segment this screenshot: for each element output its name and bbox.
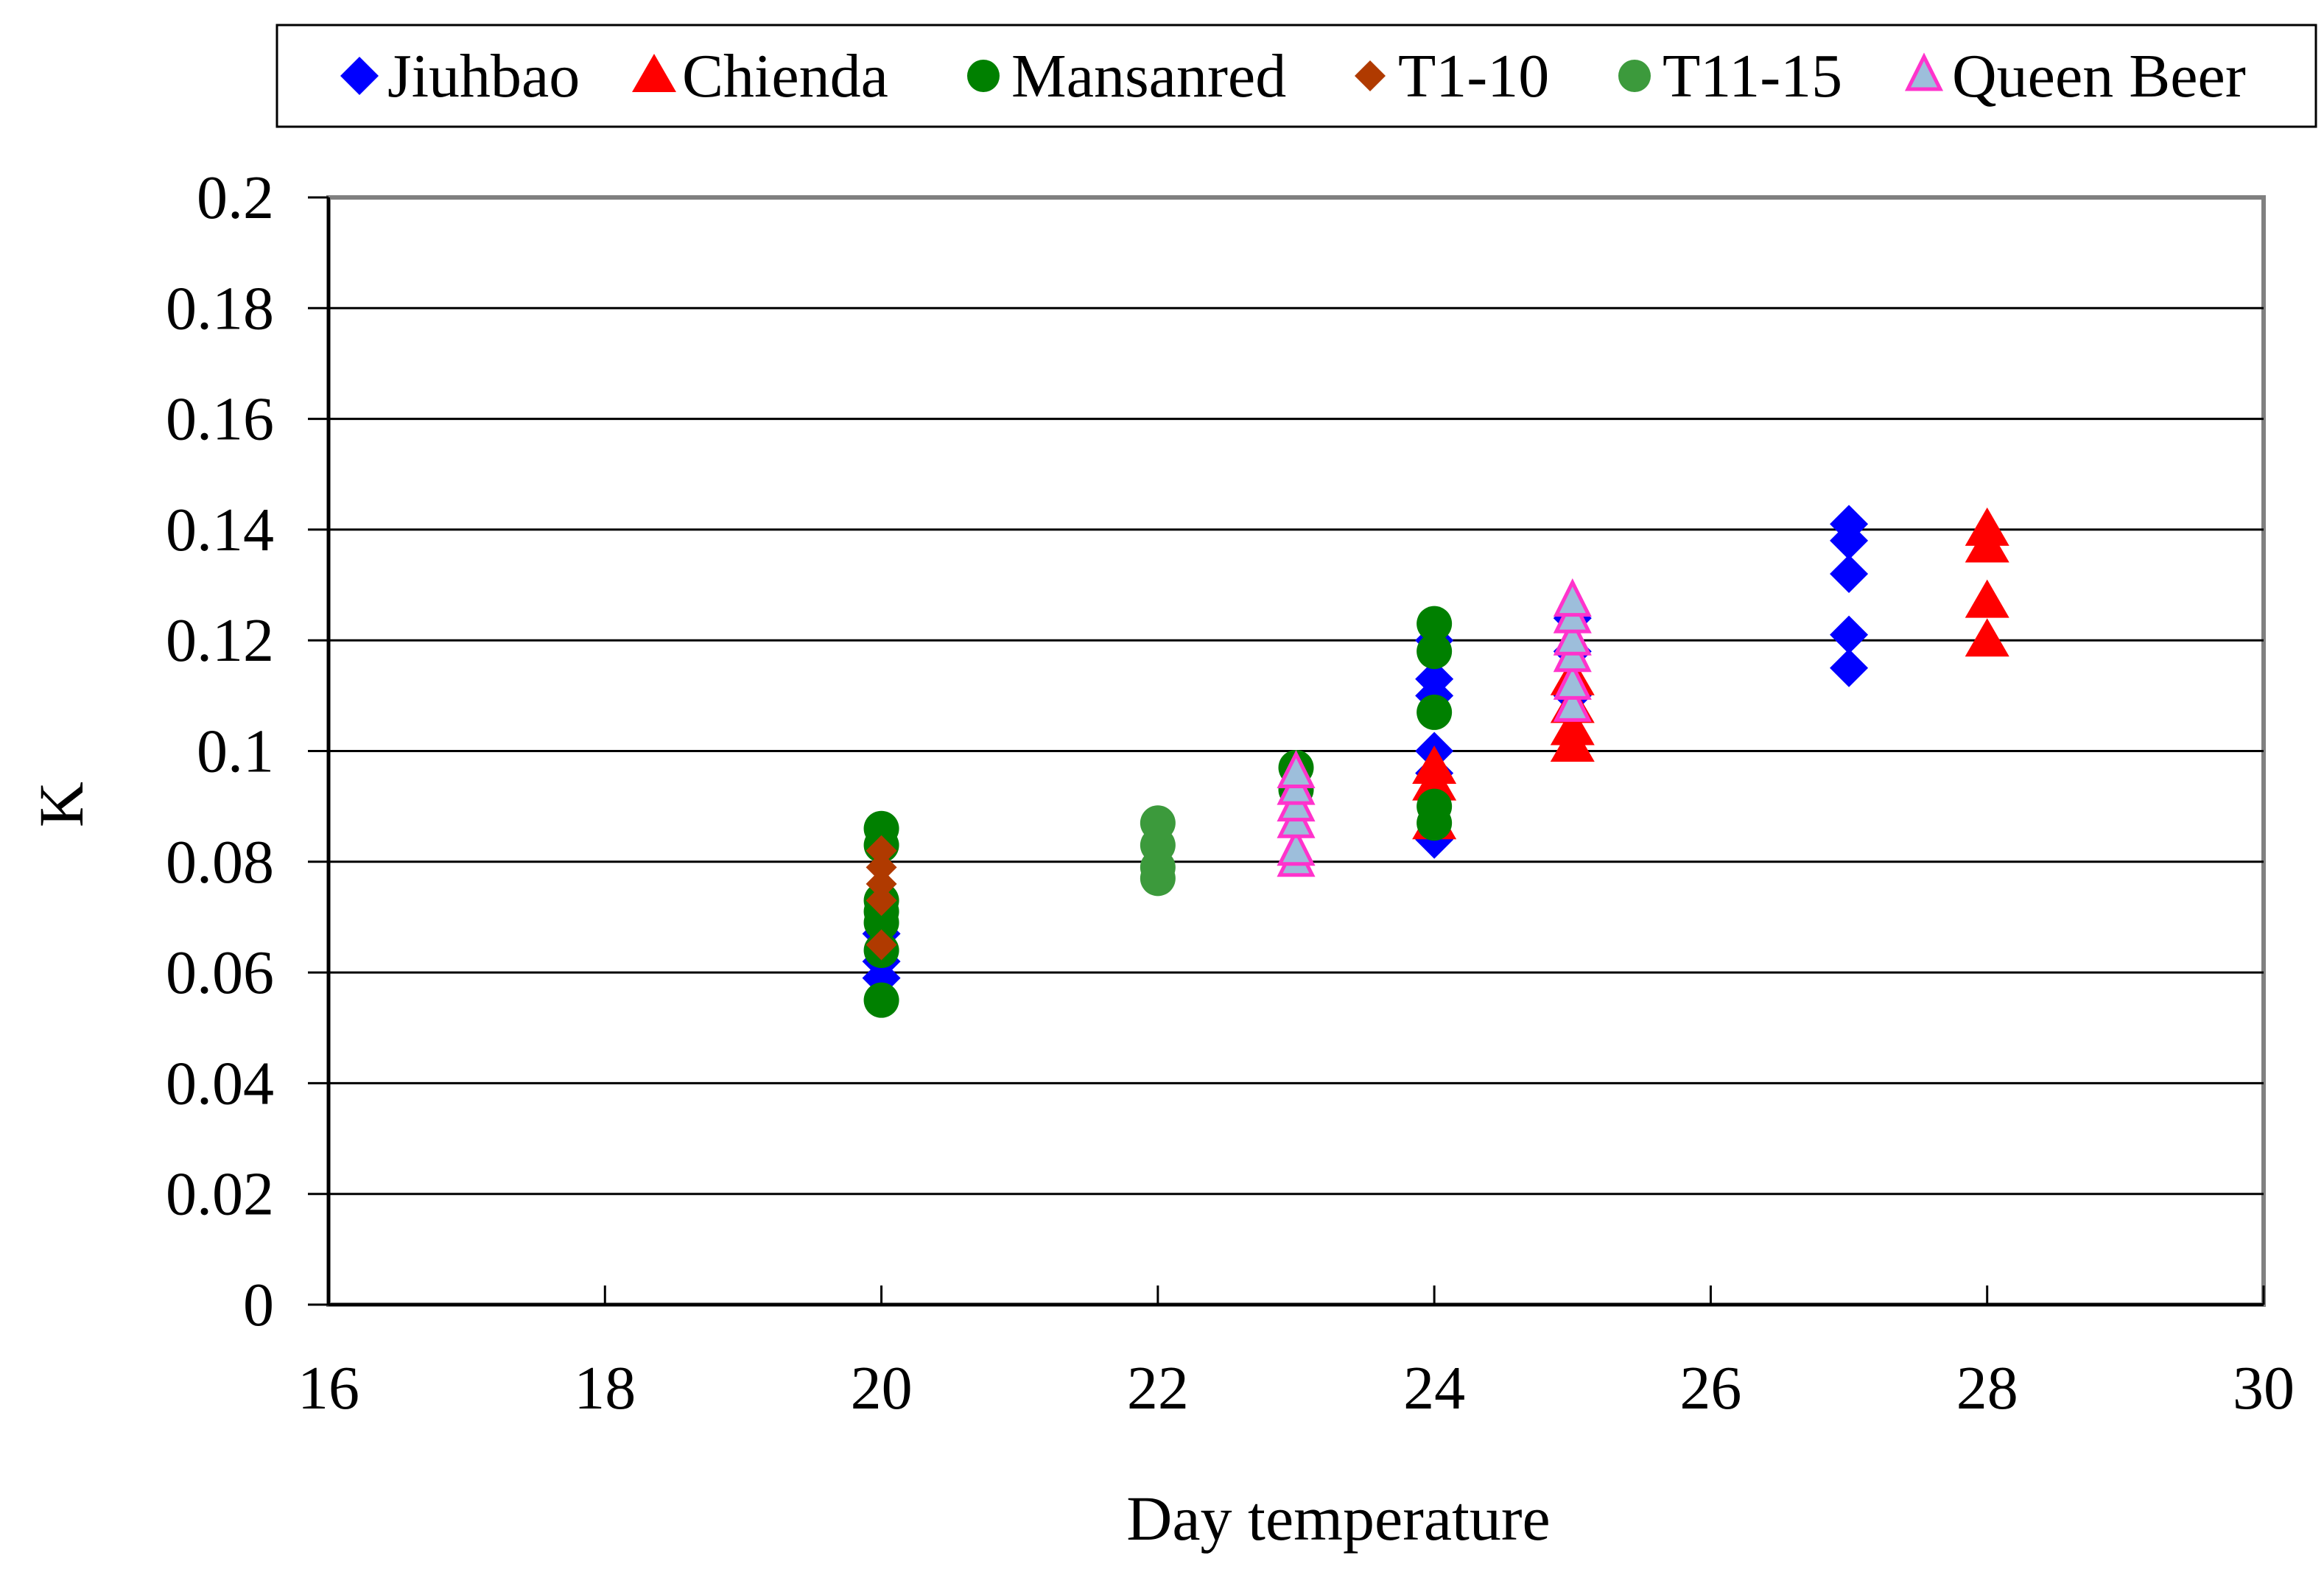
legend-marker bbox=[632, 54, 676, 92]
y-axis-label: K bbox=[26, 782, 96, 827]
legend-marker bbox=[340, 57, 379, 95]
y-tick-label: 0 bbox=[243, 1271, 274, 1339]
axes: 0 0.02 0.04 0.06 0.08 0.1 0.12 0.14 0.16 0.18 0.2 1… bbox=[166, 164, 2295, 1423]
data-point bbox=[863, 982, 899, 1018]
y-tick-label: 0.14 bbox=[166, 496, 274, 564]
legend-item: Queen Beer bbox=[1904, 42, 2246, 111]
y-tick-label: 0.2 bbox=[197, 164, 274, 232]
legend-box bbox=[275, 24, 2317, 128]
data-point bbox=[1416, 788, 1453, 824]
data-point bbox=[866, 885, 897, 916]
legend-item: Chienda bbox=[632, 42, 888, 111]
data-point bbox=[1830, 555, 1869, 594]
legend-item: Mansanred bbox=[967, 42, 1286, 111]
data-point bbox=[1140, 805, 1176, 841]
data-point bbox=[1965, 579, 2009, 618]
data-point bbox=[1965, 507, 2009, 546]
data-point bbox=[866, 868, 897, 899]
data-point bbox=[1965, 618, 2009, 657]
data-point bbox=[863, 810, 899, 846]
y-tick-label: 0.1 bbox=[197, 718, 274, 786]
y-tick-label: 0.18 bbox=[166, 274, 274, 343]
x-tick-label: 20 bbox=[851, 1354, 913, 1423]
legend-label: Chienda bbox=[682, 42, 888, 111]
x-tick-label: 22 bbox=[1127, 1354, 1189, 1423]
y-tick-label: 0.08 bbox=[166, 828, 274, 897]
gridlines bbox=[329, 306, 2264, 1196]
data-point bbox=[1416, 606, 1453, 642]
legend-label: T11-15 bbox=[1663, 42, 1842, 111]
legend-label: Mansanred bbox=[1011, 42, 1286, 111]
y-tick-label: 0.06 bbox=[166, 939, 274, 1007]
x-tick-label: 16 bbox=[298, 1354, 359, 1423]
x-tick-label: 28 bbox=[1956, 1354, 2018, 1423]
data-point bbox=[1412, 746, 1457, 785]
data-point bbox=[866, 929, 897, 961]
legend-label: Jiuhbao bbox=[387, 42, 580, 111]
data-point bbox=[1416, 634, 1453, 670]
legend-label: T1-10 bbox=[1398, 42, 1549, 111]
legend-item: T11-15 bbox=[1618, 42, 1842, 111]
series-t11-15 bbox=[1140, 805, 1176, 897]
y-tick-label: 0.04 bbox=[166, 1049, 274, 1118]
data-point bbox=[1553, 683, 1592, 722]
data-point bbox=[1415, 659, 1454, 698]
legend-item: T1-10 bbox=[1355, 42, 1549, 111]
data-point bbox=[1830, 505, 1869, 544]
data-point bbox=[1553, 578, 1592, 617]
legend-marker bbox=[1904, 52, 1944, 91]
legend-marker bbox=[1618, 60, 1651, 92]
legend-marker bbox=[967, 60, 1000, 92]
y-tick-label: 0.02 bbox=[166, 1160, 274, 1229]
data-point bbox=[1830, 615, 1869, 654]
data-point bbox=[1830, 648, 1869, 687]
x-tick-label: 26 bbox=[1679, 1354, 1741, 1423]
data-point bbox=[1550, 706, 1595, 746]
legend-marker bbox=[1355, 60, 1386, 91]
legend-label: Queen Beer bbox=[1952, 42, 2246, 111]
x-tick-label: 24 bbox=[1403, 1354, 1465, 1423]
data-point bbox=[1553, 617, 1592, 656]
x-axis-label: Day temperature bbox=[1126, 1483, 1550, 1554]
legend: Jiuhbao Chienda Mansanred T1-10 T11-15 Queen … bbox=[340, 42, 2246, 111]
x-tick-label: 18 bbox=[574, 1354, 636, 1423]
series-t1-10 bbox=[866, 835, 897, 961]
y-tick-label: 0.16 bbox=[166, 385, 274, 454]
data-point bbox=[1553, 661, 1592, 700]
data-point bbox=[1416, 694, 1453, 730]
x-tick-label: 30 bbox=[2233, 1354, 2295, 1423]
data-point bbox=[1277, 749, 1316, 789]
data-point bbox=[866, 835, 897, 866]
series-queen-beer bbox=[1277, 578, 1592, 877]
data-point bbox=[866, 852, 897, 883]
legend-item: Jiuhbao bbox=[340, 42, 580, 111]
y-tick-label: 0.12 bbox=[166, 606, 274, 675]
data-point bbox=[1277, 827, 1316, 866]
data-points bbox=[862, 505, 2009, 1018]
